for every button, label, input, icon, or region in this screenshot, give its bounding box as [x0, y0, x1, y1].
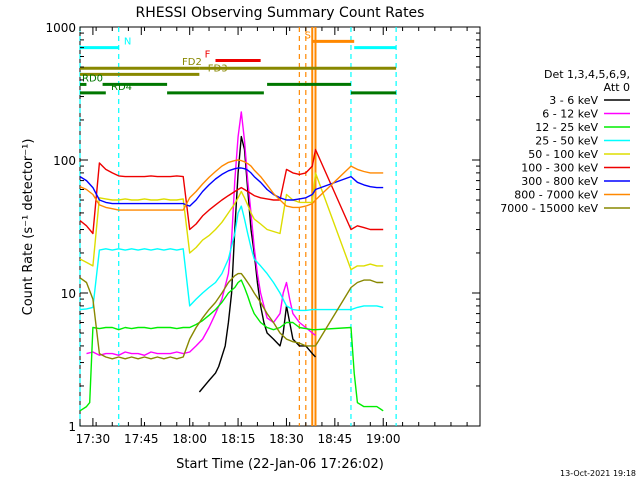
- series-lines: [79, 111, 384, 412]
- legend-label-1: 6 - 12 keV: [542, 108, 598, 121]
- x-tick-label-0: 17:30: [76, 432, 111, 446]
- flag-label-fd3: FD3: [208, 63, 228, 74]
- series-line-7: [79, 159, 384, 211]
- x-tick-label-1: 17:45: [124, 432, 159, 446]
- legend-label-2: 12 - 25 keV: [535, 121, 598, 134]
- series-line-5: [79, 148, 384, 235]
- y-tick-label-3: 1000: [45, 21, 76, 35]
- y-tick-label-2: 100: [53, 154, 76, 168]
- series-line-6: [79, 167, 384, 207]
- flag-label-fd2: FD2: [182, 57, 202, 68]
- y-tick-label-1: 10: [61, 287, 76, 301]
- flag-label-n: N: [124, 37, 131, 48]
- legend-label-8: 7000 - 15000 keV: [500, 202, 598, 215]
- flag-label-rd0: RD0: [82, 73, 103, 84]
- legend-header-line-2: Att 0: [604, 81, 630, 94]
- y-axis-ticks: 1 10 100 1000: [45, 21, 480, 434]
- chart-title: RHESSI Observing Summary Count Rates: [136, 5, 425, 21]
- y-tick-label-0: 1: [68, 420, 76, 434]
- x-axis-label: Start Time (22-Jan-06 17:26:02): [176, 457, 384, 472]
- series-line-3: [79, 205, 384, 312]
- legend-label-6: 300 - 800 keV: [521, 175, 598, 188]
- x-tick-label-3: 18:15: [221, 432, 256, 446]
- timestamp-footer: 13-Oct-2021 19:18: [560, 469, 636, 478]
- legend-label-7: 800 - 7000 keV: [514, 189, 598, 202]
- x-tick-label-6: 19:00: [366, 432, 401, 446]
- legend-label-5: 100 - 300 keV: [521, 162, 598, 175]
- y-axis-label: Count Rate (s⁻¹ detector⁻¹): [21, 139, 36, 316]
- series-line-2: [79, 279, 384, 412]
- legend-label-3: 25 - 50 keV: [535, 135, 598, 148]
- series-line-4: [79, 172, 384, 271]
- series-line-1: [86, 111, 316, 356]
- x-tick-label-5: 18:45: [318, 432, 353, 446]
- x-axis-ticks: 17:30 17:45 18:00 18:15 18:30 18:45 19:00: [76, 27, 468, 446]
- x-tick-label-2: 18:00: [172, 432, 207, 446]
- legend-label-4: 50 - 100 keV: [528, 148, 598, 161]
- plot-area: [79, 26, 481, 427]
- series-line-8: [79, 272, 384, 360]
- series-line-0: [198, 135, 317, 393]
- legend-label-0: 3 - 6 keV: [549, 94, 598, 107]
- flag-bars: N F S FD2 FD3 RD0 RD4: [80, 30, 397, 95]
- flag-label-rd4: RD4: [111, 82, 132, 93]
- x-tick-label-4: 18:30: [269, 432, 304, 446]
- legend-header-line-1: Det 1,3,4,5,6,9,: [544, 68, 630, 81]
- flag-label-s: S: [305, 30, 311, 41]
- flag-label-f: F: [205, 49, 211, 60]
